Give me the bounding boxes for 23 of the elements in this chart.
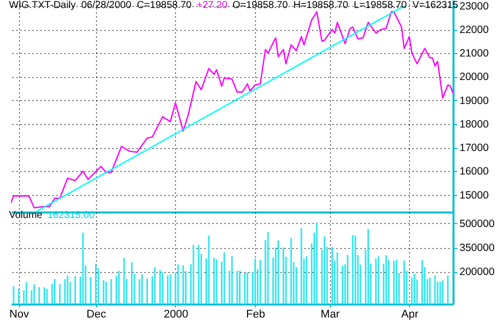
x-tick-label: 2000: [164, 308, 188, 320]
x-tick-label: Feb: [246, 308, 266, 320]
y-tick-label: 21000: [460, 48, 489, 60]
y-tick-label: 19000: [460, 94, 489, 107]
x-tick-label: Apr: [401, 308, 419, 320]
y-tick-label: 20000: [460, 71, 489, 84]
y-tick-label: 16000: [460, 166, 489, 178]
annotation: WIG.TXT-Daily 06/28/2000 C=19858.70: [9, 0, 192, 11]
line-series: [11, 11, 453, 208]
annotation: Volume: [9, 210, 42, 221]
y-tick-label: 200000: [460, 266, 495, 278]
y-tick-label: 18000: [460, 118, 489, 130]
x-tick-label: Dec: [86, 308, 107, 320]
x-tick-label: Nov: [9, 308, 30, 320]
y-tick-label: 500000: [460, 218, 495, 230]
y-tick-label: 17000: [460, 142, 489, 154]
x-tick-label: Mar: [320, 308, 340, 320]
y-tick-label: 15000: [460, 189, 489, 202]
annotation: 162315.00: [47, 210, 95, 221]
y-tick-label: 350000: [460, 242, 495, 254]
y-tick-label: 23000: [460, 0, 489, 12]
y-tick-label: 22000: [460, 24, 489, 36]
annotation: +27.20: [196, 0, 228, 11]
